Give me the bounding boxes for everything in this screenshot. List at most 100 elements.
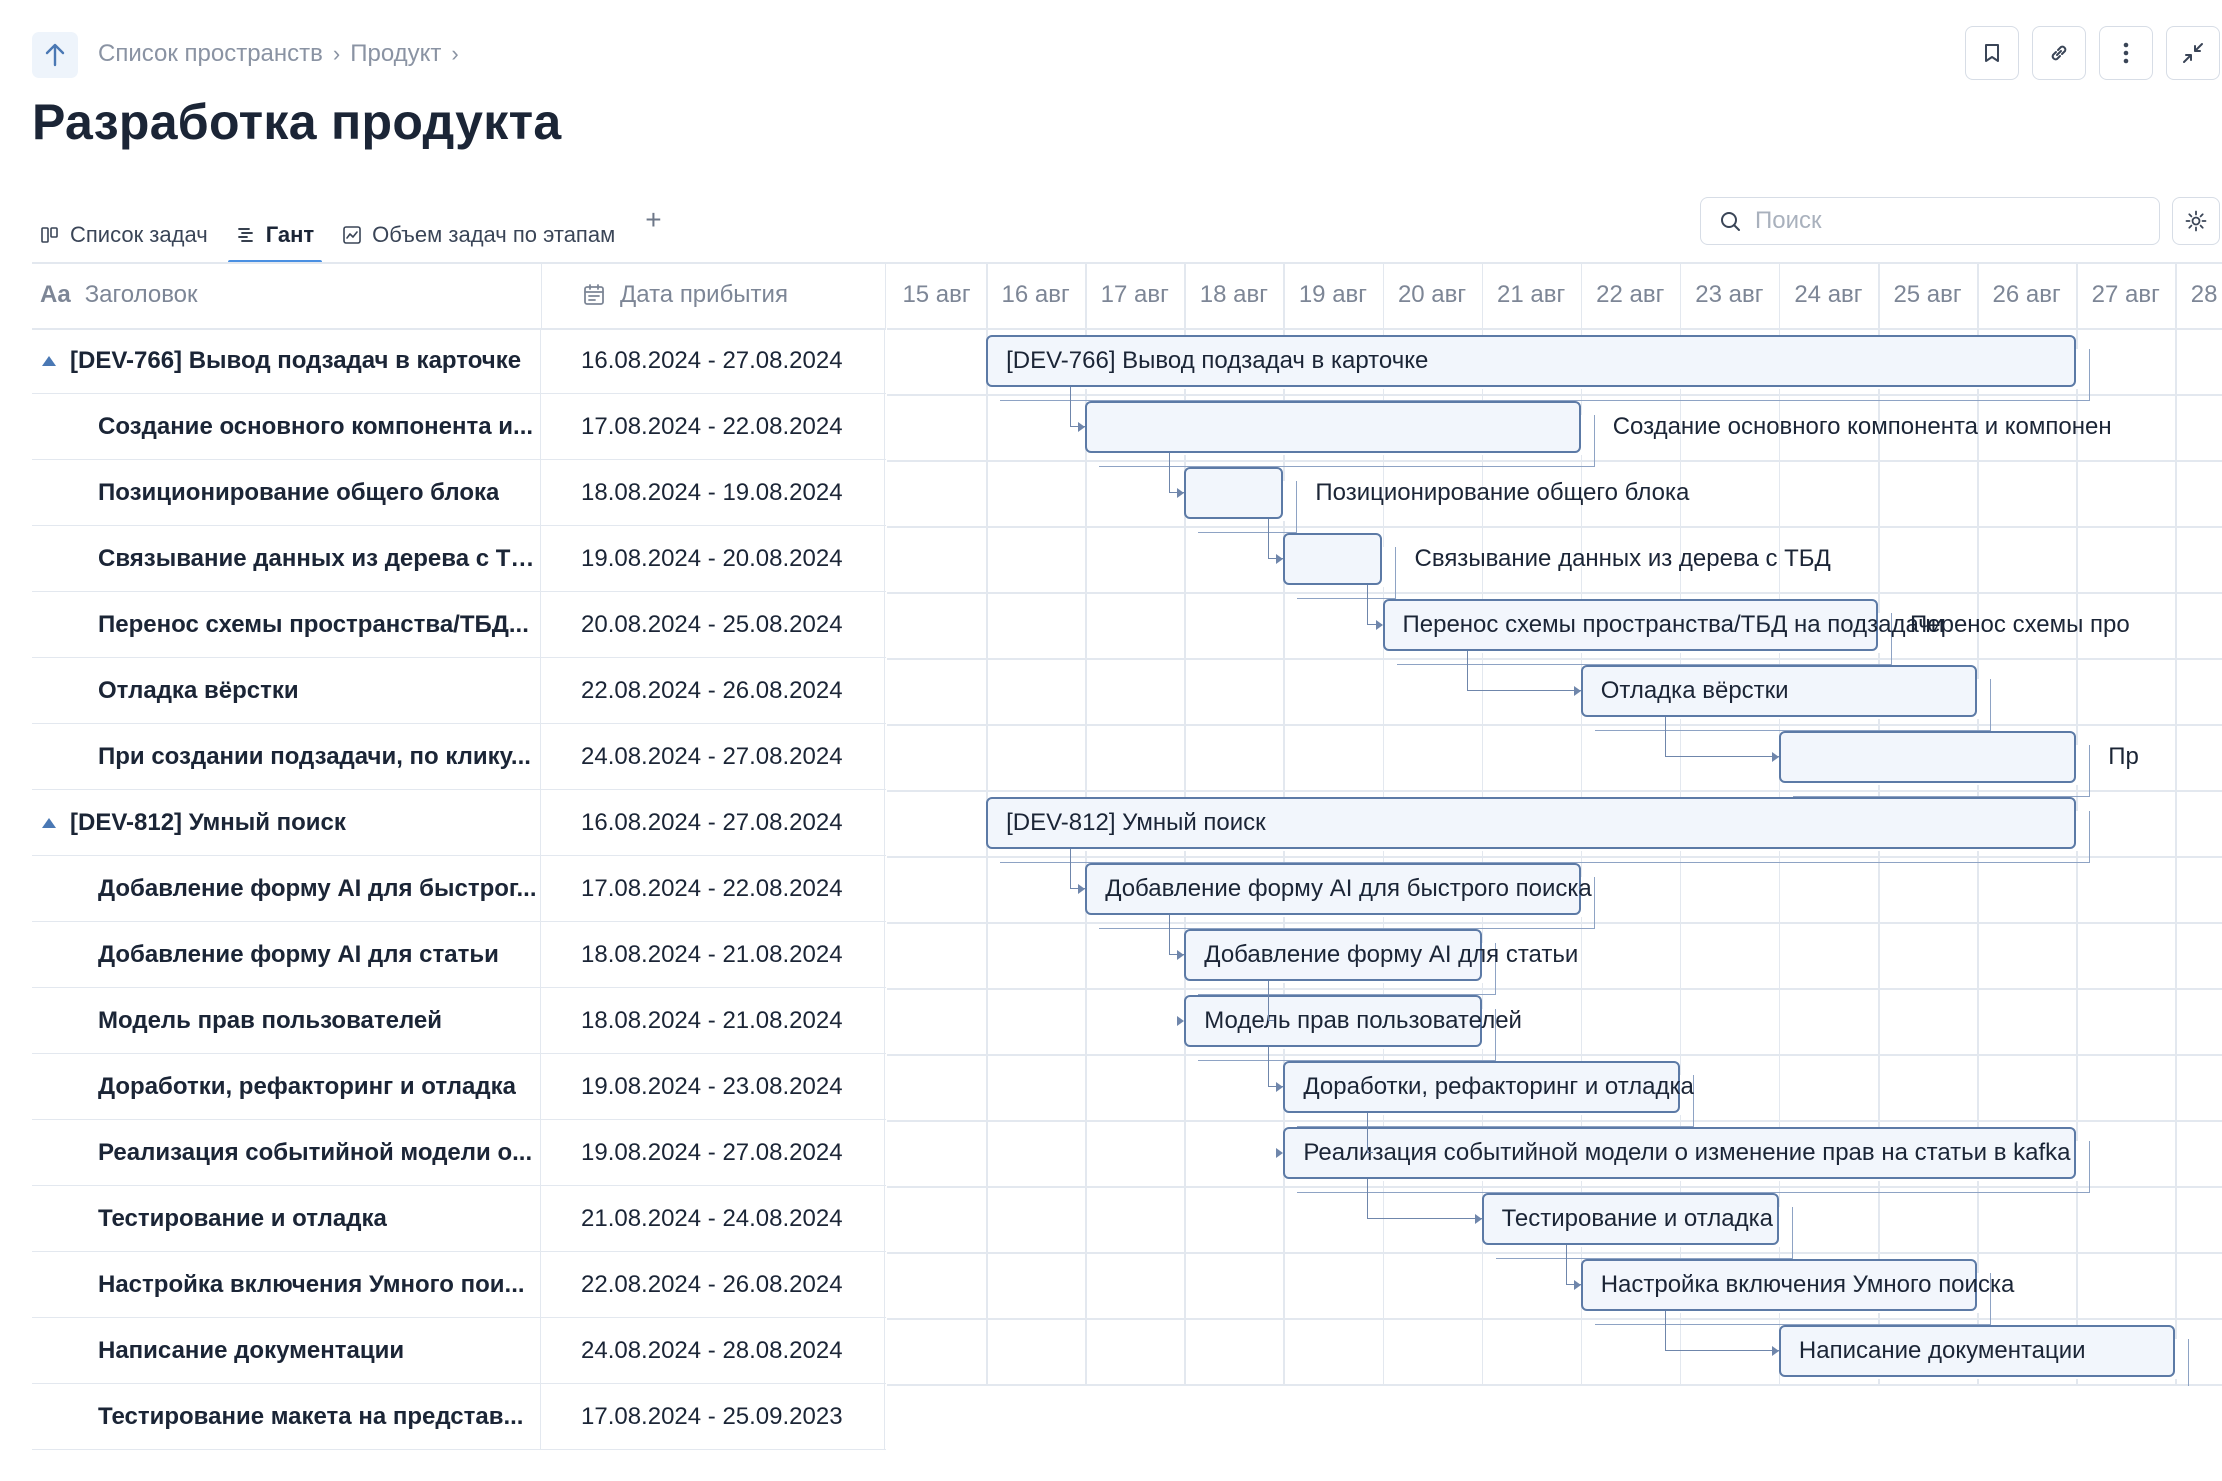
table-row[interactable]: При создании подзадачи, по клику... 24.08…: [32, 724, 886, 790]
table-row[interactable]: Перенос схемы пространства/ТБД... 20.08.2…: [32, 592, 886, 658]
task-title-cell[interactable]: Позиционирование общего блока: [32, 460, 541, 525]
arrow-up-icon: [45, 43, 65, 67]
task-dates: 17.08.2024 - 22.08.2024: [541, 856, 885, 921]
collapse-button[interactable]: [2166, 26, 2220, 80]
tab-gantt[interactable]: Гант: [227, 194, 323, 264]
bar-outside-label: Создание основного компонента и компонен: [1612, 413, 2112, 440]
page-title: Разработка продукта: [32, 94, 562, 150]
gantt-group-bar[interactable]: [DEV-812] Умный поиск: [986, 797, 2077, 849]
gantt-task-bar[interactable]: [1085, 401, 1581, 453]
task-title: Реализация событийной модели о...: [98, 1138, 533, 1166]
task-title-cell[interactable]: Отладка вёрстки: [32, 658, 541, 723]
group-row[interactable]: [DEV-812] Умный поиск 16.08.2024 - 27.08.…: [32, 790, 886, 856]
tab-task-list[interactable]: Список задач: [32, 194, 216, 264]
table-row[interactable]: Модель прав пользователей 18.08.2024 - 21…: [32, 988, 886, 1054]
task-title-cell[interactable]: [DEV-766] Вывод подзадач в карточке: [32, 328, 541, 393]
task-title-cell[interactable]: Настройка включения Умного пои...: [32, 1252, 541, 1317]
bar-label: Написание документации: [1798, 1337, 2086, 1364]
column-header-title[interactable]: Aa Заголовок: [40, 262, 540, 328]
table-row[interactable]: Связывание данных из дерева с ТБД 19.08.2…: [32, 526, 886, 592]
task-title-cell[interactable]: Добавление форму AI для статьи: [32, 922, 541, 987]
table-row[interactable]: Добавление форму AI для быстрог... 17.08.…: [32, 856, 886, 922]
copy-link-button[interactable]: [2032, 26, 2086, 80]
dependency-connector: [1367, 1113, 1374, 1153]
add-view-button[interactable]: +: [635, 194, 671, 236]
task-title-cell[interactable]: При создании подзадачи, по клику...: [32, 724, 541, 789]
task-title-cell[interactable]: Реализация событийной модели о...: [32, 1120, 541, 1185]
dependency-connector: [1367, 585, 1383, 625]
task-dates: 16.08.2024 - 27.08.2024: [541, 790, 885, 855]
bar-label: [DEV-812] Умный поиск: [1006, 809, 1266, 836]
row-gridline: [887, 1054, 2222, 1056]
back-up-button[interactable]: [32, 32, 78, 78]
gantt-task-bar[interactable]: Реализация событийной модели о изменение…: [1283, 1127, 2077, 1179]
task-title-cell[interactable]: Написание документации: [32, 1318, 541, 1383]
dependency-arrow-icon: [1078, 884, 1086, 894]
gantt-task-bar[interactable]: Перенос схемы пространства/ТБД на подзад…: [1382, 599, 1944, 651]
dependency-connector: [1070, 849, 1086, 889]
bar-shadow: [1793, 1339, 2190, 1386]
task-title-cell[interactable]: Добавление форму AI для быстрог...: [32, 856, 541, 921]
gantt-task-bar[interactable]: [1283, 533, 1383, 585]
group-row[interactable]: [DEV-766] Вывод подзадач в карточке 16.08…: [32, 328, 886, 394]
task-title-cell[interactable]: Перенос схемы пространства/ТБД...: [32, 592, 541, 657]
search-box[interactable]: [1700, 197, 2160, 245]
bookmark-button[interactable]: [1965, 26, 2019, 80]
row-gridline: [887, 592, 2222, 594]
task-title: Модель прав пользователей: [98, 1006, 442, 1034]
board-icon: [41, 227, 58, 243]
row-gridline: [887, 394, 2222, 396]
gantt-task-bar[interactable]: Добавление форму AI для статьи: [1184, 929, 1578, 981]
settings-button[interactable]: [2172, 197, 2220, 245]
task-title-cell[interactable]: Доработки, рефакторинг и отладка: [32, 1054, 541, 1119]
gantt-task-bar[interactable]: Тестирование и отладка: [1481, 1193, 1779, 1245]
bar-outside-label: Перенос схемы про: [1910, 611, 2130, 638]
day-header: 18 авг: [1199, 281, 1268, 308]
task-title-cell[interactable]: Создание основного компонента и...: [32, 394, 541, 459]
table-row[interactable]: Тестирование и отладка 21.08.2024 - 24.08…: [32, 1186, 886, 1252]
tab-stage-volume[interactable]: Объем задач по этапам: [334, 194, 623, 264]
task-dates: 18.08.2024 - 21.08.2024: [541, 922, 885, 987]
column-header-date[interactable]: Дата прибытия: [541, 262, 886, 328]
gantt-task-bar[interactable]: Доработки, рефакторинг и отладка: [1283, 1061, 1694, 1113]
table-row[interactable]: Тестирование макета на представ... 17.08.…: [32, 1384, 886, 1450]
gantt-task-bar[interactable]: [1778, 731, 2077, 783]
top-actions: [1965, 26, 2220, 80]
day-header: 17 авг: [1100, 281, 1169, 308]
table-row[interactable]: Настройка включения Умного пои... 22.08.2…: [32, 1252, 886, 1318]
search-input[interactable]: [1755, 207, 2135, 235]
table-row[interactable]: Отладка вёрстки 22.08.2024 - 26.08.2024: [32, 658, 886, 724]
gantt-task-bar[interactable]: [1184, 467, 1284, 519]
task-title-cell[interactable]: Тестирование макета на представ...: [32, 1384, 541, 1449]
more-menu-button[interactable]: [2099, 26, 2153, 80]
table-row[interactable]: Добавление форму AI для статьи 18.08.2024…: [32, 922, 886, 988]
task-title-cell[interactable]: Связывание данных из дерева с ТБД: [32, 526, 541, 591]
day-header: 24 авг: [1794, 281, 1863, 308]
collapse-caret-icon[interactable]: [42, 817, 56, 828]
table-row[interactable]: Доработки, рефакторинг и отладка 19.08.20…: [32, 1054, 886, 1120]
table-row[interactable]: Написание документации 24.08.2024 - 28.08…: [32, 1318, 886, 1384]
day-header: 20 авг: [1397, 281, 1467, 308]
bookmark-icon: [1985, 44, 1999, 62]
bar-shadow: [1198, 943, 1496, 995]
breadcrumb-item-spaces[interactable]: Список пространств: [98, 40, 323, 67]
table-row[interactable]: Создание основного компонента и... 17.08.…: [32, 394, 886, 460]
table-row[interactable]: Позиционирование общего блока 18.08.2024 …: [32, 460, 886, 526]
task-title-cell[interactable]: Модель прав пользователей: [32, 988, 541, 1053]
bar-shadow: [1297, 1141, 2091, 1193]
gantt-task-bar[interactable]: Модель прав пользователей: [1184, 995, 1522, 1047]
bar-outside-label: Связывание данных из дерева с ТБД: [1414, 545, 1831, 572]
task-dates: 20.08.2024 - 25.08.2024: [541, 592, 885, 657]
gantt-task-bar[interactable]: Написание документации: [1778, 1325, 2176, 1377]
bar-shadow: [1594, 679, 1992, 731]
breadcrumb-item-product[interactable]: Продукт: [350, 40, 442, 67]
gantt-task-bar[interactable]: Отладка вёрстки: [1580, 665, 1978, 717]
gantt-group-bar[interactable]: [DEV-766] Вывод подзадач в карточке: [986, 335, 2077, 387]
task-title-cell[interactable]: Тестирование и отладка: [32, 1186, 541, 1251]
gantt-task-bar[interactable]: Настройка включения Умного поиска: [1580, 1259, 2014, 1311]
table-row[interactable]: Реализация событийной модели о... 19.08.2…: [32, 1120, 886, 1186]
collapse-caret-icon[interactable]: [42, 355, 56, 366]
row-gridline: [887, 1252, 2222, 1254]
gantt-task-bar[interactable]: Добавление форму AI для быстрого поиска: [1085, 863, 1592, 915]
task-title-cell[interactable]: [DEV-812] Умный поиск: [32, 790, 541, 855]
